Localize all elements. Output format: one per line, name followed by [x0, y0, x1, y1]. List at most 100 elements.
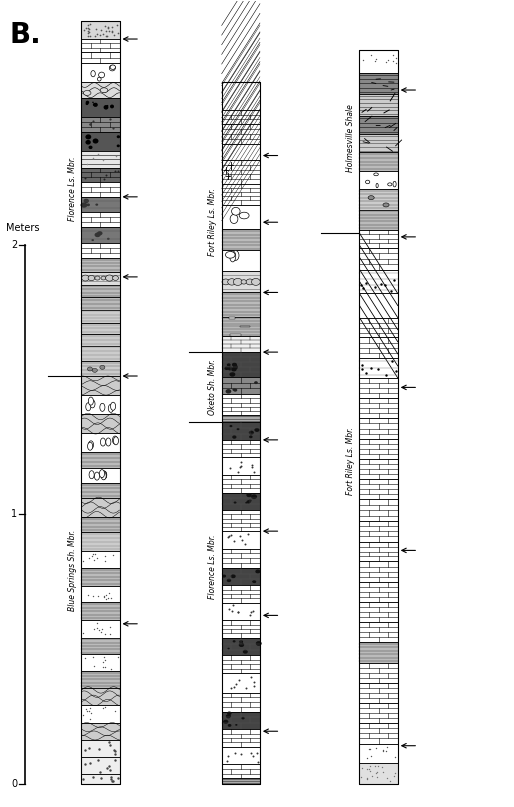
Ellipse shape — [241, 280, 247, 284]
Point — [90, 660, 98, 673]
Circle shape — [113, 436, 118, 444]
Bar — [359, 479, 398, 499]
Point — [94, 754, 102, 767]
Ellipse shape — [234, 367, 237, 370]
Point — [236, 747, 245, 760]
Bar — [81, 132, 120, 151]
Ellipse shape — [238, 642, 244, 647]
Bar — [359, 50, 398, 73]
Circle shape — [86, 403, 91, 411]
Point — [248, 460, 256, 473]
Bar — [222, 510, 260, 531]
Ellipse shape — [82, 275, 89, 281]
Point — [234, 606, 242, 619]
Ellipse shape — [376, 183, 378, 188]
Point — [235, 529, 244, 542]
Bar — [81, 620, 120, 638]
Point — [91, 30, 99, 43]
Bar — [222, 184, 260, 205]
Point — [357, 770, 365, 783]
Bar — [359, 270, 398, 294]
Ellipse shape — [83, 199, 89, 203]
Ellipse shape — [242, 717, 245, 719]
Text: Blue Springs Sh. Mbr.: Blue Springs Sh. Mbr. — [68, 530, 77, 611]
Ellipse shape — [233, 365, 238, 369]
Point — [359, 54, 367, 67]
Ellipse shape — [232, 389, 235, 391]
Bar — [81, 533, 120, 551]
Circle shape — [95, 472, 100, 480]
Bar — [81, 310, 120, 323]
Point — [84, 21, 92, 34]
Ellipse shape — [98, 77, 101, 81]
Point — [86, 18, 94, 31]
Bar — [241, 325, 250, 328]
Ellipse shape — [254, 381, 258, 384]
Ellipse shape — [227, 363, 231, 366]
Ellipse shape — [88, 145, 93, 149]
Point — [363, 763, 372, 776]
Bar — [222, 317, 260, 336]
Text: B.: B. — [10, 22, 42, 49]
Point — [111, 745, 119, 758]
Bar — [222, 229, 260, 250]
Ellipse shape — [228, 278, 236, 285]
Ellipse shape — [229, 372, 235, 377]
Point — [105, 587, 113, 600]
Ellipse shape — [233, 640, 235, 642]
Point — [93, 617, 101, 630]
Bar — [359, 602, 398, 622]
Point — [79, 626, 87, 639]
Point — [372, 52, 380, 65]
Point — [227, 529, 235, 541]
Point — [99, 153, 107, 166]
Ellipse shape — [101, 276, 106, 280]
Point — [103, 29, 111, 42]
Point — [109, 121, 117, 134]
Point — [246, 608, 254, 621]
Bar — [81, 452, 120, 467]
Point — [368, 362, 376, 374]
Ellipse shape — [226, 252, 235, 258]
Point — [89, 115, 98, 128]
Ellipse shape — [103, 105, 108, 110]
Bar — [359, 743, 398, 763]
Circle shape — [90, 399, 95, 408]
Point — [365, 765, 374, 778]
Bar — [359, 499, 398, 521]
Point — [93, 621, 101, 634]
Point — [104, 592, 112, 604]
Point — [373, 766, 381, 779]
Bar — [359, 562, 398, 582]
Ellipse shape — [253, 580, 256, 583]
Point — [112, 149, 120, 162]
Ellipse shape — [83, 90, 91, 95]
Bar — [222, 730, 260, 746]
Bar — [81, 774, 120, 784]
Point — [85, 551, 93, 564]
Point — [390, 274, 398, 286]
Point — [103, 762, 111, 775]
Text: 1: 1 — [11, 509, 17, 520]
Circle shape — [108, 404, 114, 412]
Text: Florence Ls. Mbr.: Florence Ls. Mbr. — [208, 534, 217, 599]
Point — [383, 741, 391, 754]
Bar — [222, 692, 260, 712]
Point — [97, 772, 105, 785]
Bar — [222, 778, 260, 784]
Bar — [359, 723, 398, 743]
Point — [242, 682, 250, 695]
Bar — [359, 683, 398, 703]
Bar — [222, 621, 260, 638]
Ellipse shape — [95, 232, 101, 237]
Ellipse shape — [233, 278, 242, 286]
Point — [100, 19, 108, 32]
Point — [85, 23, 93, 36]
Point — [377, 278, 386, 291]
Point — [82, 22, 90, 35]
Point — [84, 19, 93, 31]
Bar — [81, 498, 120, 517]
Point — [389, 55, 397, 68]
Point — [365, 763, 373, 776]
Bar — [359, 763, 398, 784]
